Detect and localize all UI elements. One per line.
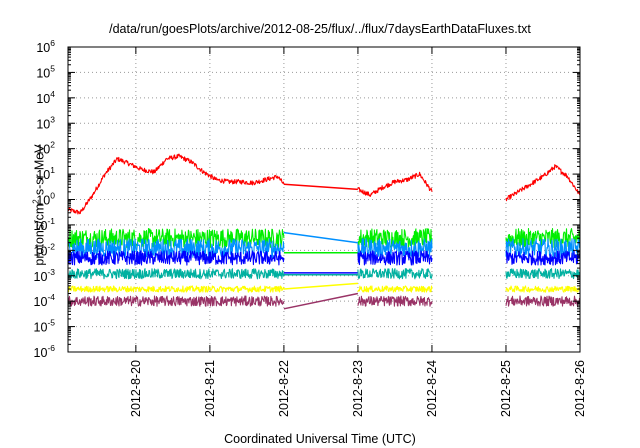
x-tick-label: 2012-8-22 [277, 360, 291, 417]
y-tick-label: 104 [36, 89, 55, 106]
series-line [357, 250, 433, 266]
series-line [67, 285, 285, 293]
y-tick-label: 105 [36, 63, 55, 80]
x-axis: 2012-8-20 2012-8-21 2012-8-22 2012-8-23 2012… [129, 47, 587, 417]
y-tick-label: 103 [36, 114, 55, 131]
y-tick-exponent: -3 [47, 267, 55, 277]
series-line [283, 292, 359, 310]
y-axis-label: protons/cm2-s-sr-MeV [31, 144, 46, 265]
series-line [505, 285, 581, 293]
y-tick-exponent: 0 [50, 191, 55, 201]
x-tick-label: 2012-8-20 [129, 360, 143, 417]
y-tick-exponent: 2 [50, 140, 55, 150]
series-line [357, 295, 433, 307]
series-line [67, 238, 285, 259]
series-line [357, 285, 433, 293]
series-line [67, 228, 285, 249]
series-line [357, 268, 433, 280]
series-line [505, 295, 581, 307]
chart-title: /data/run/goesPlots/archive/2012-08-25/f… [109, 22, 531, 36]
series-line [283, 183, 358, 191]
y-tick-exponent: -4 [47, 292, 55, 302]
y-tick-label: 10-6 [34, 343, 56, 360]
y-tick-exponent: -6 [47, 343, 55, 353]
y-axis-label-exponent: 2 [31, 199, 41, 204]
series-line [505, 164, 581, 202]
y-tick-exponent: -2 [47, 241, 55, 251]
x-tick-label: 2012-8-21 [203, 360, 217, 417]
series-line [67, 153, 285, 215]
y-tick-exponent: 3 [50, 114, 55, 124]
y-tick-exponent: 1 [50, 165, 55, 175]
y-tick-exponent: 6 [50, 38, 55, 48]
y-tick-label: 10-5 [34, 318, 56, 335]
x-tick-label: 2012-8-26 [573, 360, 587, 417]
y-tick-label: 10-4 [34, 292, 56, 309]
series-line [283, 282, 358, 290]
series-line [505, 268, 581, 280]
series-line [283, 231, 359, 244]
y-axis-label-main: protons/cm [32, 203, 47, 266]
y-tick-label: 10-3 [34, 267, 56, 284]
y-tick-exponent: 5 [50, 63, 55, 73]
series-line [67, 250, 285, 266]
series-line [357, 171, 433, 197]
y-axis: 10-610-510-410-310-210-11001011021031041… [34, 38, 580, 360]
series-line [67, 295, 285, 307]
x-axis-label: Coordinated Universal Time (UTC) [224, 432, 416, 446]
x-tick-label: 2012-8-23 [351, 360, 365, 417]
x-tick-label: 2012-8-24 [425, 360, 439, 417]
y-tick-exponent: -1 [47, 216, 55, 226]
grid-lines [68, 47, 580, 352]
series-line [505, 228, 581, 249]
series-line [67, 268, 285, 280]
y-tick-label: 106 [36, 38, 55, 55]
x-tick-label: 2012-8-25 [499, 360, 513, 417]
y-tick-exponent: 4 [50, 89, 55, 99]
y-axis-label-rest: -s-sr-MeV [32, 144, 47, 200]
series-line [505, 250, 581, 266]
plot-series [67, 153, 581, 310]
series-line [357, 228, 433, 249]
y-tick-exponent: -5 [47, 318, 55, 328]
